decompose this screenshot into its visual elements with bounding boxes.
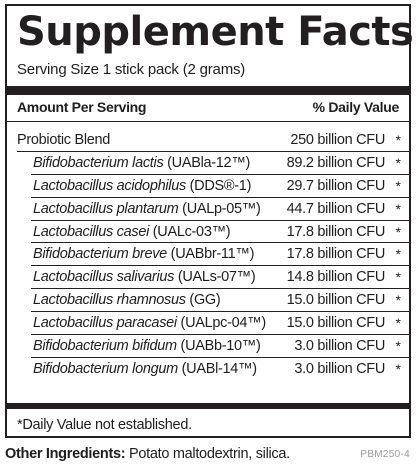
ingredient-amount: 44.7 billion CFU	[286, 200, 386, 217]
daily-value-asterisk: *	[395, 132, 401, 148]
thick-divider-bottom	[7, 403, 409, 409]
ingredient-amount: 29.7 billion CFU	[286, 177, 386, 194]
column-header-row: Amount Per Serving % Daily Value	[7, 95, 409, 122]
ingredient-strain: (DDS®-1)	[185, 177, 252, 194]
ingredient-row: Lactobacillus plantarum (UALp-05™) 44.7 b…	[7, 198, 409, 221]
ingredient-row: Bifidobacterium longum (UABl-14™) 3.0 bil…	[7, 358, 409, 381]
ingredient-strain: (UABb-10™)	[176, 338, 261, 355]
daily-value-asterisk: *	[395, 223, 401, 240]
ingredient-name: Bifidobacterium bifidum (UABb-10™)	[33, 337, 261, 355]
thick-divider-top	[7, 86, 409, 95]
blend-row: Probiotic Blend 250 billion CFU *	[7, 129, 409, 152]
ingredient-name: Bifidobacterium breve (UABbr-11™)	[33, 245, 254, 263]
ingredient-genus: Lactobacillus paracasei	[33, 315, 177, 332]
ingredient-name: Probiotic Blend	[17, 131, 110, 149]
ingredient-rows: Probiotic Blend 250 billion CFU * Bifidobac…	[7, 129, 409, 381]
other-ingredients: Other Ingredients: Potato maltodextrin, …	[5, 445, 290, 463]
ingredient-strain: (UALpc-04™)	[176, 315, 267, 332]
ingredient-strain: (UALp-05™)	[178, 200, 261, 217]
daily-value-asterisk: *	[395, 315, 401, 332]
ingredient-genus: Bifidobacterium lactis	[33, 154, 164, 171]
ingredient-name: Lactobacillus paracasei (UALpc-04™)	[33, 314, 266, 332]
ingredient-row: Bifidobacterium breve (UABbr-11™) 17.8 bi…	[7, 243, 409, 267]
product-code: PBM250-4	[360, 449, 410, 460]
ingredient-row: Lactobacillus acidophilus (DDS®-1) 29.7 b…	[7, 175, 409, 198]
ingredient-genus: Bifidobacterium breve	[33, 246, 167, 263]
ingredient-strain: (UABla-12™)	[163, 154, 251, 171]
ingredient-amount: 14.8 billion CFU	[286, 269, 386, 286]
ingredient-genus: Bifidobacterium bifidum	[33, 338, 177, 355]
ingredient-name: Bifidobacterium longum (UABl-14™)	[33, 360, 257, 378]
daily-value-asterisk: *	[395, 269, 401, 286]
ingredient-amount: 17.8 billion CFU	[286, 223, 386, 240]
ingredient-amount: 89.2 billion CFU	[286, 154, 386, 171]
ingredient-amount: 17.8 billion CFU	[286, 246, 386, 263]
ingredient-amount: 15.0 billion CFU	[286, 292, 386, 309]
ingredient-row: Lactobacillus paracasei (UALpc-04™) 15.0 …	[7, 312, 409, 335]
other-ingredients-label: Other Ingredients:	[5, 446, 126, 462]
daily-value-asterisk: *	[395, 338, 401, 355]
ingredient-genus: Bifidobacterium longum	[33, 360, 178, 377]
daily-value-asterisk: *	[395, 200, 401, 217]
ingredient-strain: Probiotic Blend	[17, 132, 111, 148]
daily-value-asterisk: *	[395, 292, 401, 309]
ingredient-amount: 3.0 billion CFU	[294, 360, 385, 377]
ingredient-name: Lactobacillus plantarum (UALp-05™)	[33, 200, 261, 218]
panel-title: Supplement Facts	[17, 9, 414, 55]
ingredient-genus: Lactobacillus acidophilus	[33, 177, 186, 194]
ingredient-name: Lactobacillus salivarius (UALs-07™)	[33, 268, 256, 286]
ingredient-row: Bifidobacterium bifidum (UABb-10™) 3.0 bi…	[7, 335, 409, 358]
ingredient-genus: Lactobacillus rhamnosus	[33, 292, 186, 309]
serving-size: Serving Size 1 stick pack (2 grams)	[17, 61, 246, 78]
amount-per-serving-label: Amount Per Serving	[17, 99, 147, 115]
ingredient-row: Lactobacillus rhamnosus (GG) 15.0 billion…	[7, 289, 409, 313]
daily-value-footnote: *Daily Value not established.	[17, 417, 192, 433]
daily-value-asterisk: *	[395, 360, 401, 377]
ingredient-name: Lactobacillus rhamnosus (GG)	[33, 291, 221, 309]
ingredient-name: Lactobacillus casei (UALc-03™)	[33, 223, 231, 241]
ingredient-name: Bifidobacterium lactis (UABla-12™)	[33, 154, 250, 172]
other-ingredients-value: Potato maltodextrin, silica.	[125, 446, 290, 462]
ingredient-row: Lactobacillus casei (UALc-03™) 17.8 billi…	[7, 221, 409, 244]
ingredient-name: Lactobacillus acidophilus (DDS®-1)	[33, 177, 251, 195]
ingredient-strain: (UABbr-11™)	[166, 246, 255, 263]
ingredient-row: Bifidobacterium lactis (UABla-12™) 89.2 b…	[7, 152, 409, 175]
supplement-facts-panel: Supplement Facts Serving Size 1 stick pa…	[5, 4, 414, 438]
ingredient-amount: 250 billion CFU	[290, 132, 385, 148]
ingredient-amount: 15.0 billion CFU	[286, 315, 386, 332]
ingredient-strain: (UABl-14™)	[177, 360, 257, 377]
ingredient-row: Lactobacillus salivarius (UALs-07™) 14.8 …	[7, 266, 409, 290]
daily-value-asterisk: *	[395, 154, 401, 171]
ingredient-genus: Lactobacillus salivarius	[33, 269, 175, 286]
daily-value-asterisk: *	[395, 246, 401, 263]
ingredient-strain: (UALs-07™)	[174, 269, 256, 286]
ingredient-genus: Lactobacillus plantarum	[33, 200, 179, 217]
ingredient-genus: Lactobacillus casei	[33, 223, 150, 240]
ingredient-amount: 3.0 billion CFU	[294, 338, 385, 355]
daily-value-label: % Daily Value	[312, 99, 400, 115]
ingredient-strain: (GG)	[185, 292, 221, 309]
daily-value-asterisk: *	[395, 177, 401, 194]
ingredient-strain: (UALc-03™)	[149, 223, 231, 240]
